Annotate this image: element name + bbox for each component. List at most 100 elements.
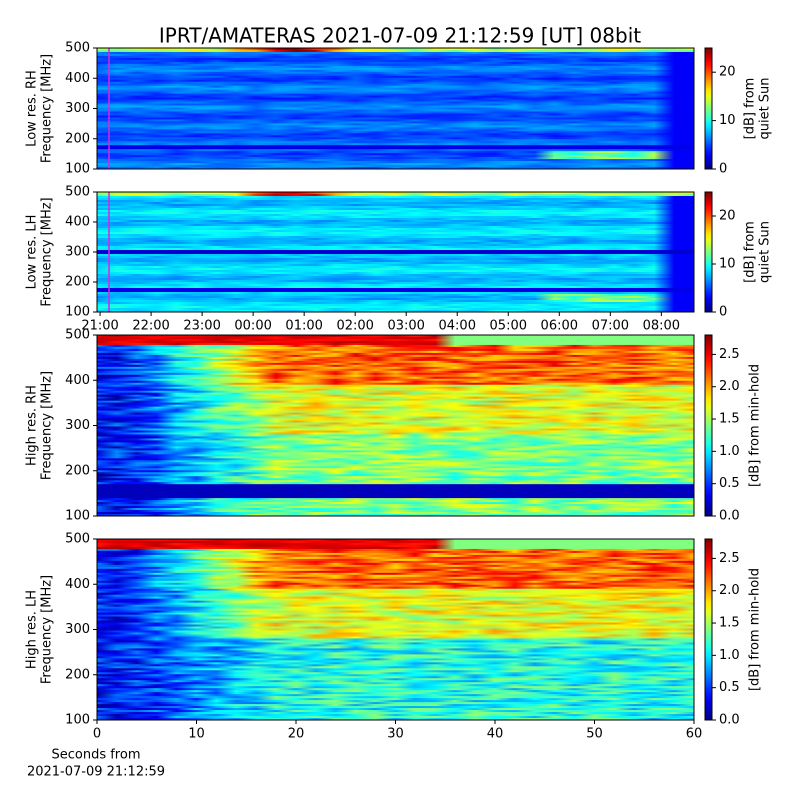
spectrogram-row bbox=[97, 394, 694, 398]
spectrogram-row bbox=[97, 335, 694, 338]
spectrogram-row bbox=[97, 644, 694, 647]
spectrogram-row bbox=[97, 358, 694, 362]
y-tick-label: 300 bbox=[65, 101, 90, 116]
colorbar-tick-label: 0.5 bbox=[719, 680, 740, 695]
spectrogram-row bbox=[97, 564, 694, 568]
spectrogram-row bbox=[97, 648, 694, 651]
spectrogram-row bbox=[97, 678, 694, 681]
spectrogram-row bbox=[97, 702, 694, 705]
spectrogram-row bbox=[97, 278, 694, 281]
spectrogram-row bbox=[97, 222, 694, 225]
spectrogram-row bbox=[97, 107, 694, 110]
spectrogram-row bbox=[97, 145, 694, 148]
colorbar-tick-label: 1.5 bbox=[719, 616, 740, 631]
spectrogram-row bbox=[97, 628, 694, 631]
spectrogram-row bbox=[97, 404, 694, 408]
spectrogram-row bbox=[97, 252, 694, 255]
spectrogram-row bbox=[97, 670, 694, 673]
spectrogram-row bbox=[97, 362, 694, 366]
spectrogram-row bbox=[97, 696, 694, 699]
spectrogram-row bbox=[97, 578, 694, 582]
spectrogram-row bbox=[97, 586, 694, 590]
spectrogram-row bbox=[97, 602, 694, 606]
spectrogram-row bbox=[97, 588, 694, 592]
spectrogram-row bbox=[97, 432, 694, 435]
spectrogram-row bbox=[97, 352, 694, 356]
spectrogram-row bbox=[97, 258, 694, 261]
colorbar-tick-label: 0 bbox=[719, 305, 727, 320]
colorbar-label: [dB] from bbox=[743, 78, 758, 140]
y-axis-label: Low res. LH bbox=[25, 215, 40, 290]
spectrogram-row bbox=[97, 594, 694, 598]
spectrogram-row bbox=[97, 125, 694, 128]
spectrogram-row bbox=[97, 502, 694, 505]
spectrogram-row bbox=[97, 214, 694, 217]
colorbar bbox=[704, 47, 713, 170]
y-tick-label: 200 bbox=[65, 667, 90, 682]
spectrogram-row bbox=[97, 135, 694, 138]
spectrogram-row bbox=[97, 123, 694, 126]
spectrogram-row bbox=[97, 129, 694, 132]
spectrogram-row bbox=[97, 310, 694, 313]
spectrogram-row bbox=[97, 658, 694, 661]
spectrogram-row bbox=[97, 706, 694, 709]
spectrogram-row bbox=[97, 446, 694, 449]
spectrogram-row bbox=[97, 444, 694, 447]
spectrogram-row bbox=[97, 292, 694, 295]
spectrogram-row bbox=[97, 155, 694, 158]
y-tick-label: 100 bbox=[65, 162, 90, 177]
spectrogram-row bbox=[97, 654, 694, 657]
y-axis-label: Frequency [MHz] bbox=[40, 197, 55, 306]
spectrogram-row bbox=[97, 680, 694, 683]
spectrogram-row bbox=[97, 674, 694, 677]
spectrogram-row bbox=[97, 640, 694, 643]
spectrogram-row bbox=[97, 632, 694, 635]
spectrogram-row bbox=[97, 692, 694, 695]
spectrogram-row bbox=[97, 604, 694, 608]
spectrogram-row bbox=[97, 294, 694, 297]
spectrogram-row bbox=[97, 614, 694, 617]
x-tick-label: 04:00 bbox=[439, 319, 476, 334]
spectrogram-row bbox=[97, 544, 694, 548]
spectrogram-row bbox=[97, 167, 694, 170]
spectrogram-row bbox=[97, 460, 694, 463]
y-tick-label: 400 bbox=[65, 215, 90, 230]
colorbar-tick-label: 1.0 bbox=[719, 444, 740, 459]
spectrogram-row bbox=[97, 636, 694, 639]
spectrogram-row bbox=[97, 584, 694, 588]
spectrogram-row bbox=[97, 504, 694, 507]
spectrogram-row bbox=[97, 216, 694, 219]
spectrogram-row bbox=[97, 622, 694, 625]
y-tick-label: 100 bbox=[65, 305, 90, 320]
colorbar-tick-label: 10 bbox=[719, 113, 736, 128]
spectrogram-row bbox=[97, 664, 694, 667]
spectrogram-row bbox=[97, 67, 694, 71]
spectrogram-row bbox=[97, 514, 694, 517]
spectrogram-row bbox=[97, 698, 694, 701]
spectrogram-row bbox=[97, 113, 694, 116]
spectrogram-row bbox=[97, 198, 694, 201]
spectrogram-row bbox=[97, 700, 694, 703]
spectrogram-row bbox=[97, 206, 694, 209]
spectrogram-row bbox=[97, 656, 694, 659]
spectrogram-row bbox=[97, 558, 694, 562]
spectrogram-row bbox=[97, 568, 694, 572]
spectrogram-row bbox=[97, 115, 694, 118]
x-tick-label: 06:00 bbox=[541, 319, 578, 334]
spectrogram-row bbox=[97, 454, 694, 457]
x-tick-label: 00:00 bbox=[234, 319, 271, 334]
spectrogram-row bbox=[97, 610, 694, 613]
spectrogram-row bbox=[97, 282, 694, 285]
spectrogram-row bbox=[97, 630, 694, 633]
y-tick-label: 300 bbox=[65, 245, 90, 260]
spectrogram-row bbox=[97, 542, 694, 546]
spectrogram-row bbox=[97, 344, 694, 348]
spectrogram-row bbox=[97, 139, 694, 142]
spectrogram-row bbox=[97, 466, 694, 469]
spectrogram-row bbox=[97, 274, 694, 277]
y-axis-label: Low res. RH bbox=[25, 70, 40, 147]
spectrogram-row bbox=[97, 85, 694, 89]
spectrogram-row bbox=[97, 53, 694, 57]
spectrogram-row bbox=[97, 384, 694, 388]
y-tick-label: 300 bbox=[65, 418, 90, 433]
